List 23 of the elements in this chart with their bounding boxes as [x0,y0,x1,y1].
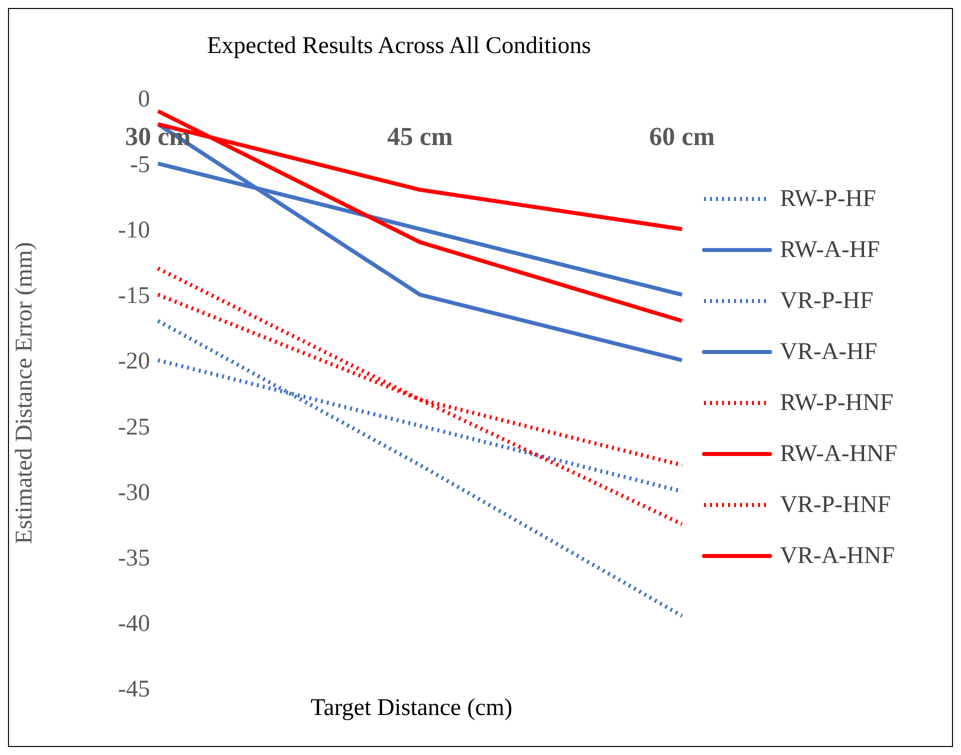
legend-label: RW-A-HF [780,236,880,264]
y-tick-label: -45 [118,676,150,703]
y-tick-label: -15 [118,283,150,310]
legend-label: VR-P-HNF [780,492,891,518]
y-tick-label: -20 [118,348,150,375]
y-tick-label: -10 [118,218,150,244]
x-tick-label: 45 cm [387,122,454,151]
y-tick-label: -35 [118,545,150,572]
legend-label: VR-P-HF [780,288,874,314]
legend-label: RW-A-HNF [780,440,898,468]
y-axis-title: Estimated Distance Error (mm) [12,242,38,544]
legend-label: VR-A-HNF [780,542,895,570]
y-tick-label: 0 [138,86,150,113]
x-axis-title: Target Distance (cm) [310,695,514,722]
legend-label: RW-P-HF [780,186,876,212]
chart-title: Expected Results Across All Conditions [206,33,592,60]
y-tick-label: -25 [118,414,150,440]
y-tick-label: -5 [130,152,150,178]
y-tick-label: -30 [118,480,150,506]
legend-label: RW-P-HNF [780,390,894,416]
x-tick-label: 60 cm [649,122,716,151]
y-tick-label: -40 [118,610,150,637]
legend-label: VR-A-HF [780,338,878,366]
